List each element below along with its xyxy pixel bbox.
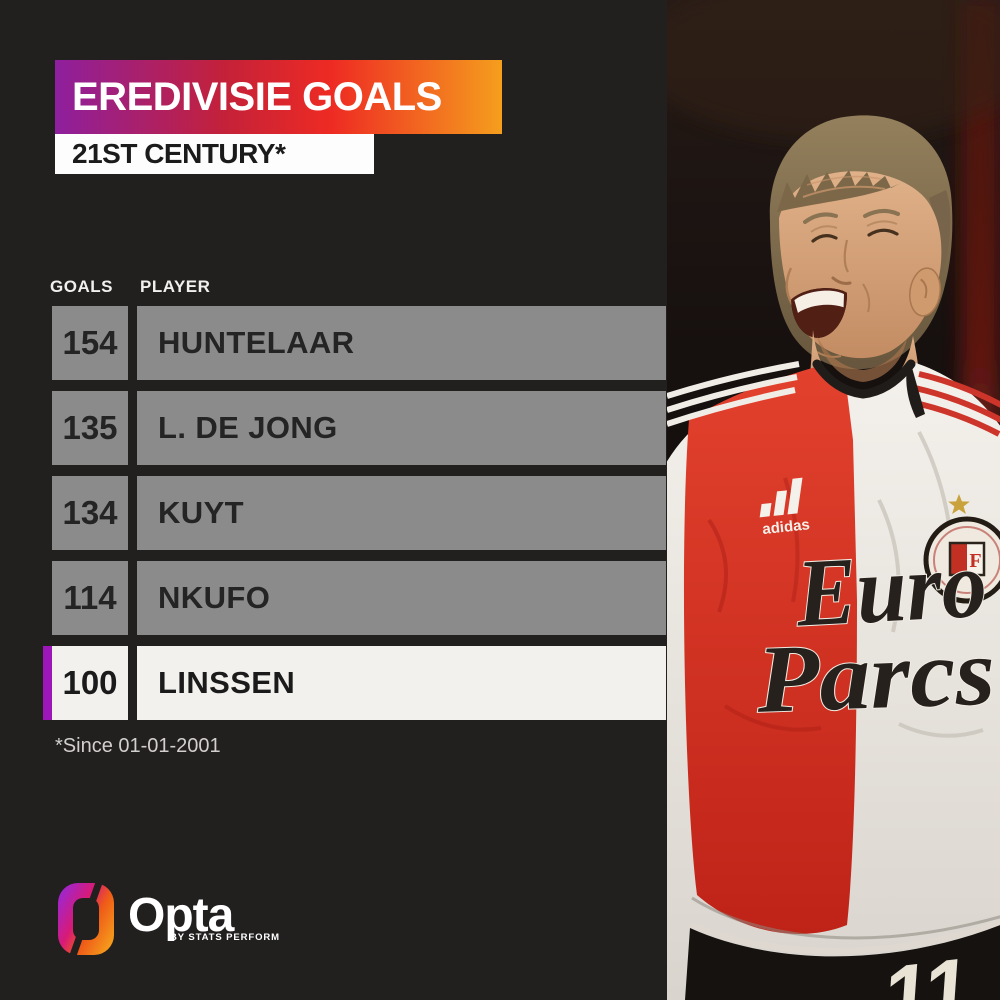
player-name: LINSSEN xyxy=(137,646,666,720)
shorts-number: 11 xyxy=(877,940,975,1000)
opta-wordmark: Opta xyxy=(128,889,234,942)
column-header-goals: GOALS xyxy=(50,277,113,296)
adidas-wordmark: adidas xyxy=(762,516,811,538)
adidas-logo: adidas xyxy=(759,477,811,538)
player-photo: adidas F xyxy=(667,0,1000,1000)
page-title: EREDIVISIE GOALS xyxy=(72,74,442,119)
player-smile xyxy=(791,288,847,338)
column-header-player: PLAYER xyxy=(140,277,211,296)
crest-star xyxy=(948,494,970,514)
opta-tagline: BY STATS PERFORM xyxy=(170,932,280,943)
opta-logo-icon xyxy=(58,875,114,963)
player-name: HUNTELAAR xyxy=(137,306,666,380)
sponsor-line-2: Parcs xyxy=(754,618,997,733)
player-name: NKUFO xyxy=(137,561,666,635)
goals-value: 135 xyxy=(52,391,128,465)
jersey-collar xyxy=(812,359,916,399)
adidas-shoulder-stripes-left xyxy=(667,361,800,427)
jersey-sponsor: Euro Parcs xyxy=(753,529,998,734)
footnote: *Since 01-01-2001 xyxy=(55,735,221,757)
goals-value: 100 xyxy=(52,646,128,720)
crest-letter: F xyxy=(969,550,981,572)
feyenoord-crest: F xyxy=(923,494,1000,604)
goals-value: 154 xyxy=(52,306,128,380)
goals-value: 114 xyxy=(52,561,128,635)
sponsor-line-1: Euro xyxy=(793,530,989,647)
player-shorts xyxy=(685,925,1000,1000)
highlight-accent-bar xyxy=(43,646,52,720)
player-jersey: adidas F xyxy=(667,359,1000,1000)
page-subtitle: 21ST CENTURY* xyxy=(72,138,286,169)
subtitle-banner: 21ST CENTURY* xyxy=(55,134,374,174)
player-name: KUYT xyxy=(137,476,666,550)
goals-value: 134 xyxy=(52,476,128,550)
player-head xyxy=(769,115,953,370)
player-name: L. DE JONG xyxy=(137,391,666,465)
title-banner: EREDIVISIE GOALS xyxy=(55,60,502,134)
